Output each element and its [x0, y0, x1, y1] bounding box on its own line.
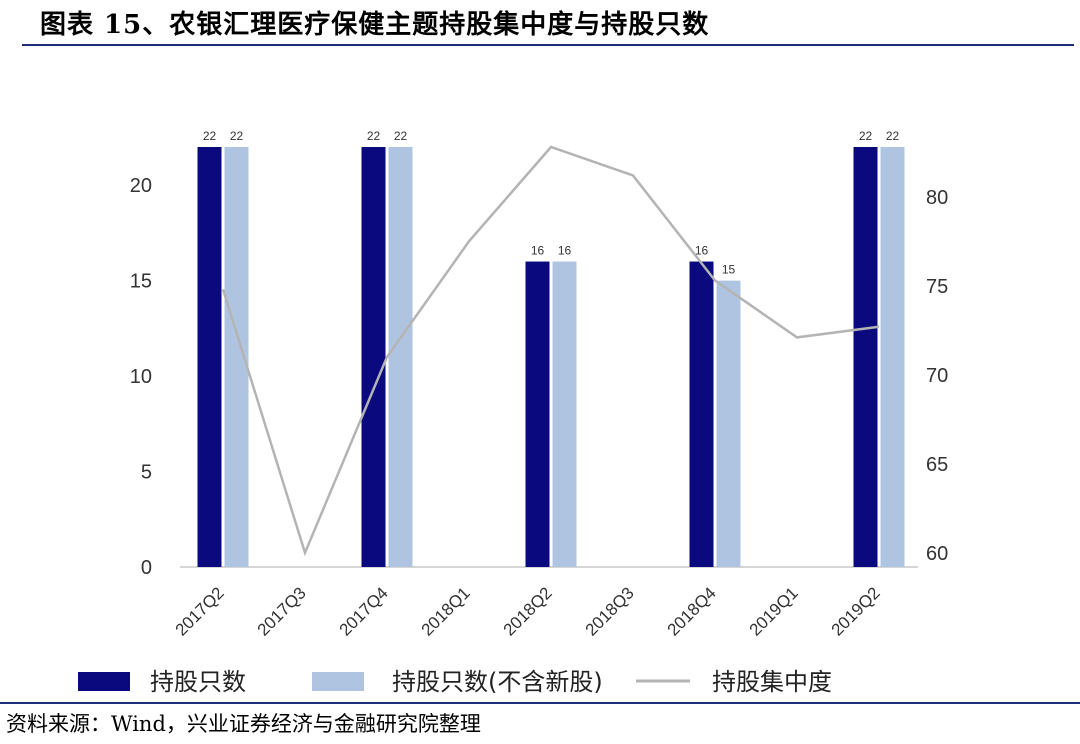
x-tick-label: 2017Q4: [336, 583, 392, 639]
y-left-tick-label: 10: [130, 366, 152, 388]
bar-holdings-ex-ipo: [388, 147, 413, 567]
legend-swatch-holdings-ex-ipo: [312, 672, 364, 691]
bar-data-label: 15: [722, 263, 736, 277]
bar-data-label: 22: [394, 129, 408, 143]
bar-data-label: 22: [886, 129, 900, 143]
y-left-tick-label: 20: [130, 175, 152, 197]
y-right-tick-label: 60: [926, 543, 948, 565]
bar-data-label: 22: [203, 129, 217, 143]
x-tick-label: 2019Q2: [828, 583, 884, 639]
bar-holdings-ex-ipo: [552, 261, 577, 567]
source-rule: [0, 702, 1080, 704]
chart-canvas: 0 5 10 15 20 60 65 70 75 80 22 22 22 22 16 16 16 15 22 22 20…: [78, 129, 948, 696]
bar-holdings: [525, 261, 550, 567]
bar-holdings-ex-ipo: [716, 280, 741, 567]
y-right-tick-label: 80: [926, 187, 948, 209]
source-note: 资料来源：Wind，兴业证券经济与金融研究院整理: [6, 712, 481, 736]
bar-holdings: [197, 147, 222, 567]
bar-holdings: [689, 261, 714, 567]
x-tick-label: 2018Q3: [582, 583, 638, 639]
bar-holdings-ex-ipo: [880, 147, 905, 567]
y-left-tick-label: 0: [141, 557, 152, 579]
x-tick-label: 2017Q3: [254, 583, 310, 639]
bar-data-label: 22: [859, 129, 873, 143]
bar-data-label: 16: [531, 244, 545, 258]
bar-data-label: 22: [230, 129, 244, 143]
x-tick-label: 2017Q2: [172, 583, 228, 639]
bar-data-label: 16: [695, 244, 709, 258]
bar-holdings: [361, 147, 386, 567]
y-right-tick-label: 70: [926, 365, 948, 387]
title-bar: 图表 15、农银汇理医疗保健主题持股集中度与持股只数: [0, 0, 1080, 46]
bar-data-label: 16: [558, 244, 572, 258]
concentration-line: [221, 145, 880, 557]
x-tick-label: 2019Q1: [746, 583, 802, 639]
y-right-tick-label: 65: [926, 454, 948, 476]
title-underline: [22, 44, 1074, 46]
legend-label-concentration: 持股集中度: [712, 668, 832, 696]
x-tick-label: 2018Q1: [418, 583, 474, 639]
legend-swatch-holdings: [78, 672, 130, 691]
bar-data-label: 22: [367, 129, 381, 143]
y-right-tick-label: 75: [926, 276, 948, 298]
y-left-tick-label: 15: [130, 271, 152, 293]
y-left-tick-label: 5: [141, 462, 152, 484]
legend-label-holdings-ex-ipo: 持股只数(不含新股): [392, 668, 603, 696]
x-tick-label: 2018Q4: [664, 583, 720, 639]
legend-label-holdings: 持股只数: [150, 668, 246, 696]
figure-title: 图表 15、农银汇理医疗保健主题持股集中度与持股只数: [40, 10, 710, 40]
x-tick-label: 2018Q2: [500, 583, 556, 639]
bar-holdings: [853, 147, 878, 567]
